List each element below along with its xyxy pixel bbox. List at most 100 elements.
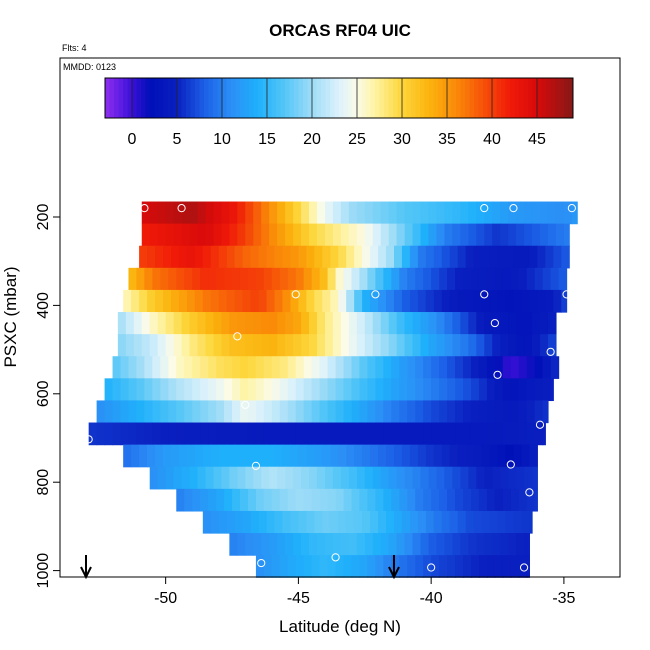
heatmap-cell [486, 400, 496, 424]
heatmap-cell [330, 245, 339, 269]
heatmap-cell [245, 466, 254, 490]
heatmap-cell [250, 444, 260, 468]
heatmap-cell [327, 267, 337, 291]
heatmap-cell [378, 289, 387, 313]
heatmap-cell [216, 488, 225, 512]
heatmap-cell [157, 223, 167, 247]
heatmap-cell [364, 312, 374, 335]
colorbar-segment [559, 78, 565, 118]
heatmap-cell [303, 555, 313, 578]
heatmap-cell [120, 378, 130, 402]
heatmap-cell [404, 533, 414, 556]
heatmap-cell [327, 378, 337, 402]
heatmap-cell [173, 312, 183, 335]
heatmap-cell [378, 510, 387, 534]
heatmap-cell [303, 356, 313, 379]
heatmap-cell [293, 312, 302, 335]
colorbar-segment [456, 78, 461, 118]
heatmap-cell [375, 422, 384, 446]
heatmap-cell [571, 201, 578, 225]
heatmap-cell [144, 356, 153, 379]
heatmap-cell [399, 555, 408, 578]
heatmap-cell [457, 289, 467, 313]
heatmap-cell [269, 466, 278, 490]
heatmap-cell [176, 378, 185, 402]
colorbar-segment [438, 78, 443, 118]
heatmap-cell [218, 510, 228, 534]
heatmap-cell [290, 245, 299, 269]
colorbar-segment [267, 78, 272, 118]
heatmap-cell [529, 245, 538, 269]
heatmap-cell [186, 245, 196, 269]
heatmap-cell [96, 400, 106, 424]
heatmap-cell [444, 201, 453, 225]
heatmap-cell [449, 510, 459, 534]
heatmap-cell [266, 245, 276, 269]
colorbar-segment [415, 78, 421, 118]
heatmap-cell [481, 245, 491, 269]
heatmap-cell [396, 223, 406, 247]
heatmap-cell [380, 312, 390, 335]
heatmap-cell [526, 378, 536, 402]
colorbar-tick-label: 0 [128, 131, 137, 148]
heatmap-cell [364, 466, 374, 490]
heatmap-cell [407, 378, 416, 402]
heatmap-cell [391, 488, 400, 512]
heatmap-cell [266, 510, 276, 534]
colorbar-segment [424, 78, 430, 118]
heatmap-cell [271, 356, 281, 379]
heatmap-cell [200, 400, 209, 424]
heatmap-cell [423, 378, 432, 402]
heatmap-cell [521, 510, 530, 534]
heatmap-cell [476, 533, 485, 556]
heatmap-cell [229, 201, 238, 225]
heatmap-cell [263, 267, 273, 291]
heatmap-cell [295, 378, 305, 402]
heatmap-cell [425, 245, 435, 269]
heatmap-cell [388, 223, 398, 247]
colorbar-segment [474, 78, 479, 118]
colorbar-segment [330, 78, 335, 118]
heatmap-cell [404, 312, 414, 335]
heatmap-cell [245, 334, 254, 357]
heatmap-cell [494, 267, 504, 291]
heatmap-cell [372, 533, 382, 556]
heatmap-cell [484, 533, 493, 556]
heatmap-cell [468, 466, 477, 490]
heatmap-cell [332, 533, 342, 556]
heatmap-cell [226, 510, 236, 534]
heatmap-cell [168, 422, 177, 446]
heatmap-cell [335, 555, 345, 578]
colorbar-segment [249, 78, 254, 118]
colorbar-segment [159, 78, 164, 118]
heatmap-cell [500, 466, 509, 490]
heatmap-cell [298, 444, 307, 468]
heatmap-cell [547, 334, 557, 357]
sample-point [427, 563, 436, 572]
heatmap-cell [524, 334, 533, 357]
heatmap-cell [473, 444, 483, 468]
heatmap-cell [383, 400, 392, 424]
heatmap-cell [319, 555, 329, 578]
heatmap-cell [192, 488, 201, 512]
heatmap-cell [415, 378, 424, 402]
heatmap-cell [200, 267, 209, 291]
colorbar-segment [478, 78, 484, 118]
heatmap-cell [441, 289, 451, 313]
heatmap-cell [542, 356, 552, 379]
colorbar-segment [172, 78, 178, 118]
heatmap-cell [173, 201, 183, 225]
heatmap-cell [245, 533, 254, 556]
heatmap-cell [375, 378, 384, 402]
heatmap-cell [213, 466, 222, 490]
colorbar-segment [262, 78, 268, 118]
heatmap-cell [205, 223, 215, 247]
heatmap-cell [208, 356, 217, 379]
colorbar-segment [195, 78, 200, 118]
heatmap-cell [239, 378, 249, 402]
heatmap-cell [550, 267, 560, 291]
sample-point [480, 290, 489, 299]
heatmap-cell [332, 201, 342, 225]
heatmap-cell [117, 334, 127, 357]
heatmap-cell [449, 444, 459, 468]
